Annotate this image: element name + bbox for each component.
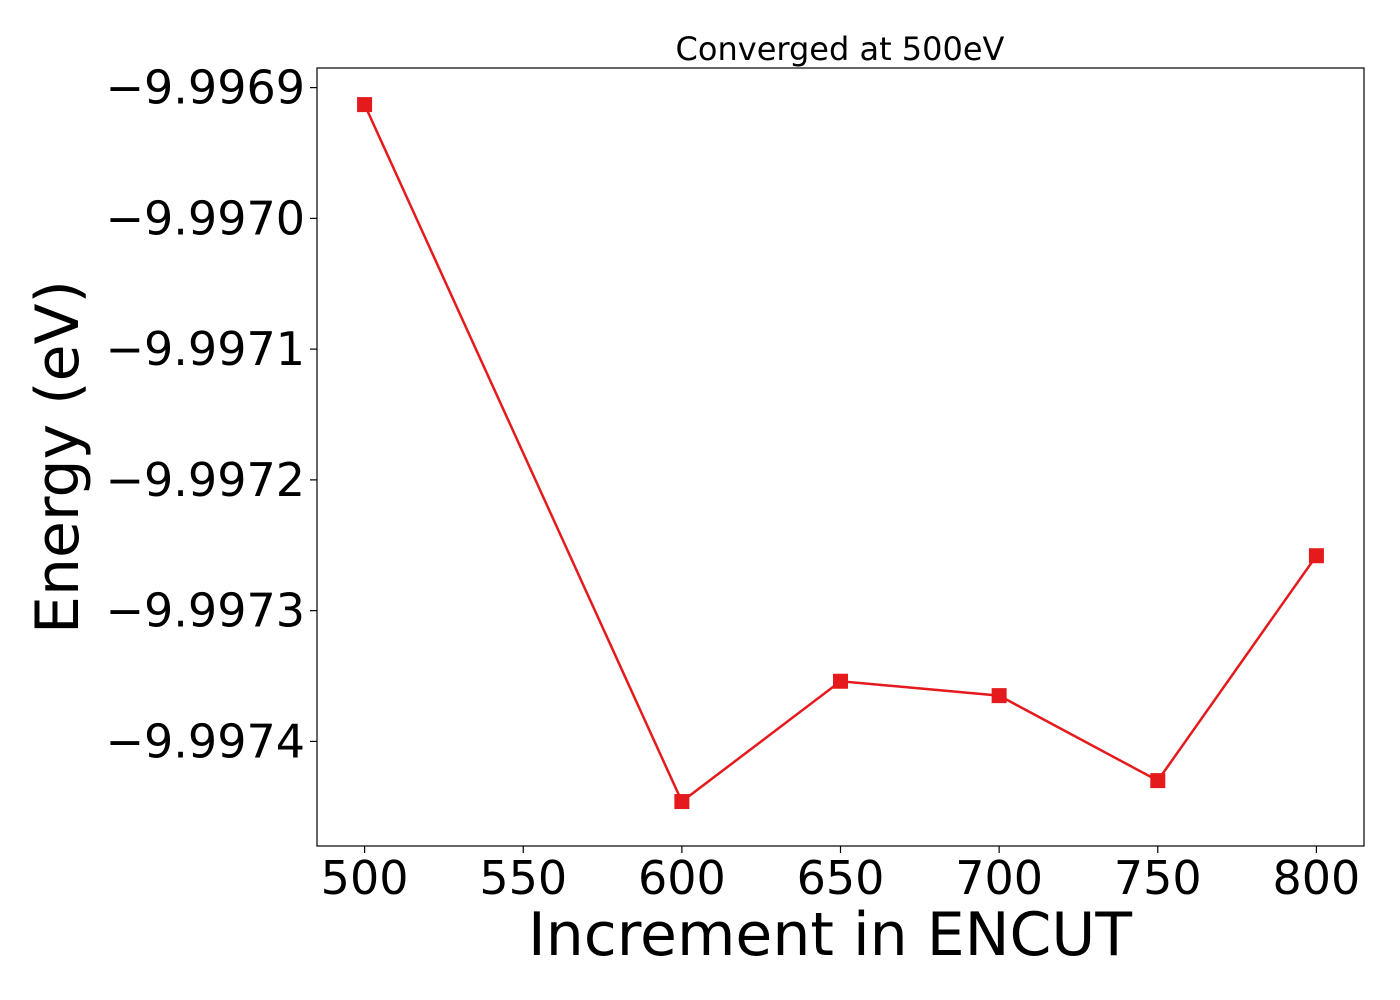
data-point xyxy=(833,673,848,689)
y-tick-label: −9.9973 xyxy=(106,584,306,638)
x-tick-label: 550 xyxy=(479,851,567,905)
y-tick-label: −9.9970 xyxy=(106,191,306,245)
y-tick-label: −9.9969 xyxy=(106,61,306,115)
y-tick-label: −9.9972 xyxy=(106,453,306,507)
data-point xyxy=(357,97,373,113)
x-tick-label: 700 xyxy=(955,851,1043,905)
x-tick-label: 750 xyxy=(1114,851,1202,905)
data-point xyxy=(1150,773,1166,789)
data-point xyxy=(1308,548,1324,564)
x-tick-label: 800 xyxy=(1273,851,1361,905)
y-axis-label: Energy (eV) xyxy=(23,280,93,634)
series-line xyxy=(363,104,1318,804)
x-tick-label: 650 xyxy=(797,851,885,905)
y-tick-label: −9.9971 xyxy=(106,322,306,376)
x-axis-label: Increment in ENCUT xyxy=(528,900,1132,970)
plot-area: 500 550 600 650 700 750 800 −9.9969 −9.9970 −9.99… xyxy=(106,61,1365,905)
data-point xyxy=(674,794,690,810)
chart-title: Converged at 500eV xyxy=(676,30,1005,68)
x-tick-label: 600 xyxy=(638,851,726,905)
x-tick-label: 500 xyxy=(321,851,409,905)
data-point xyxy=(991,688,1007,704)
y-tick-label: −9.9974 xyxy=(106,714,306,768)
